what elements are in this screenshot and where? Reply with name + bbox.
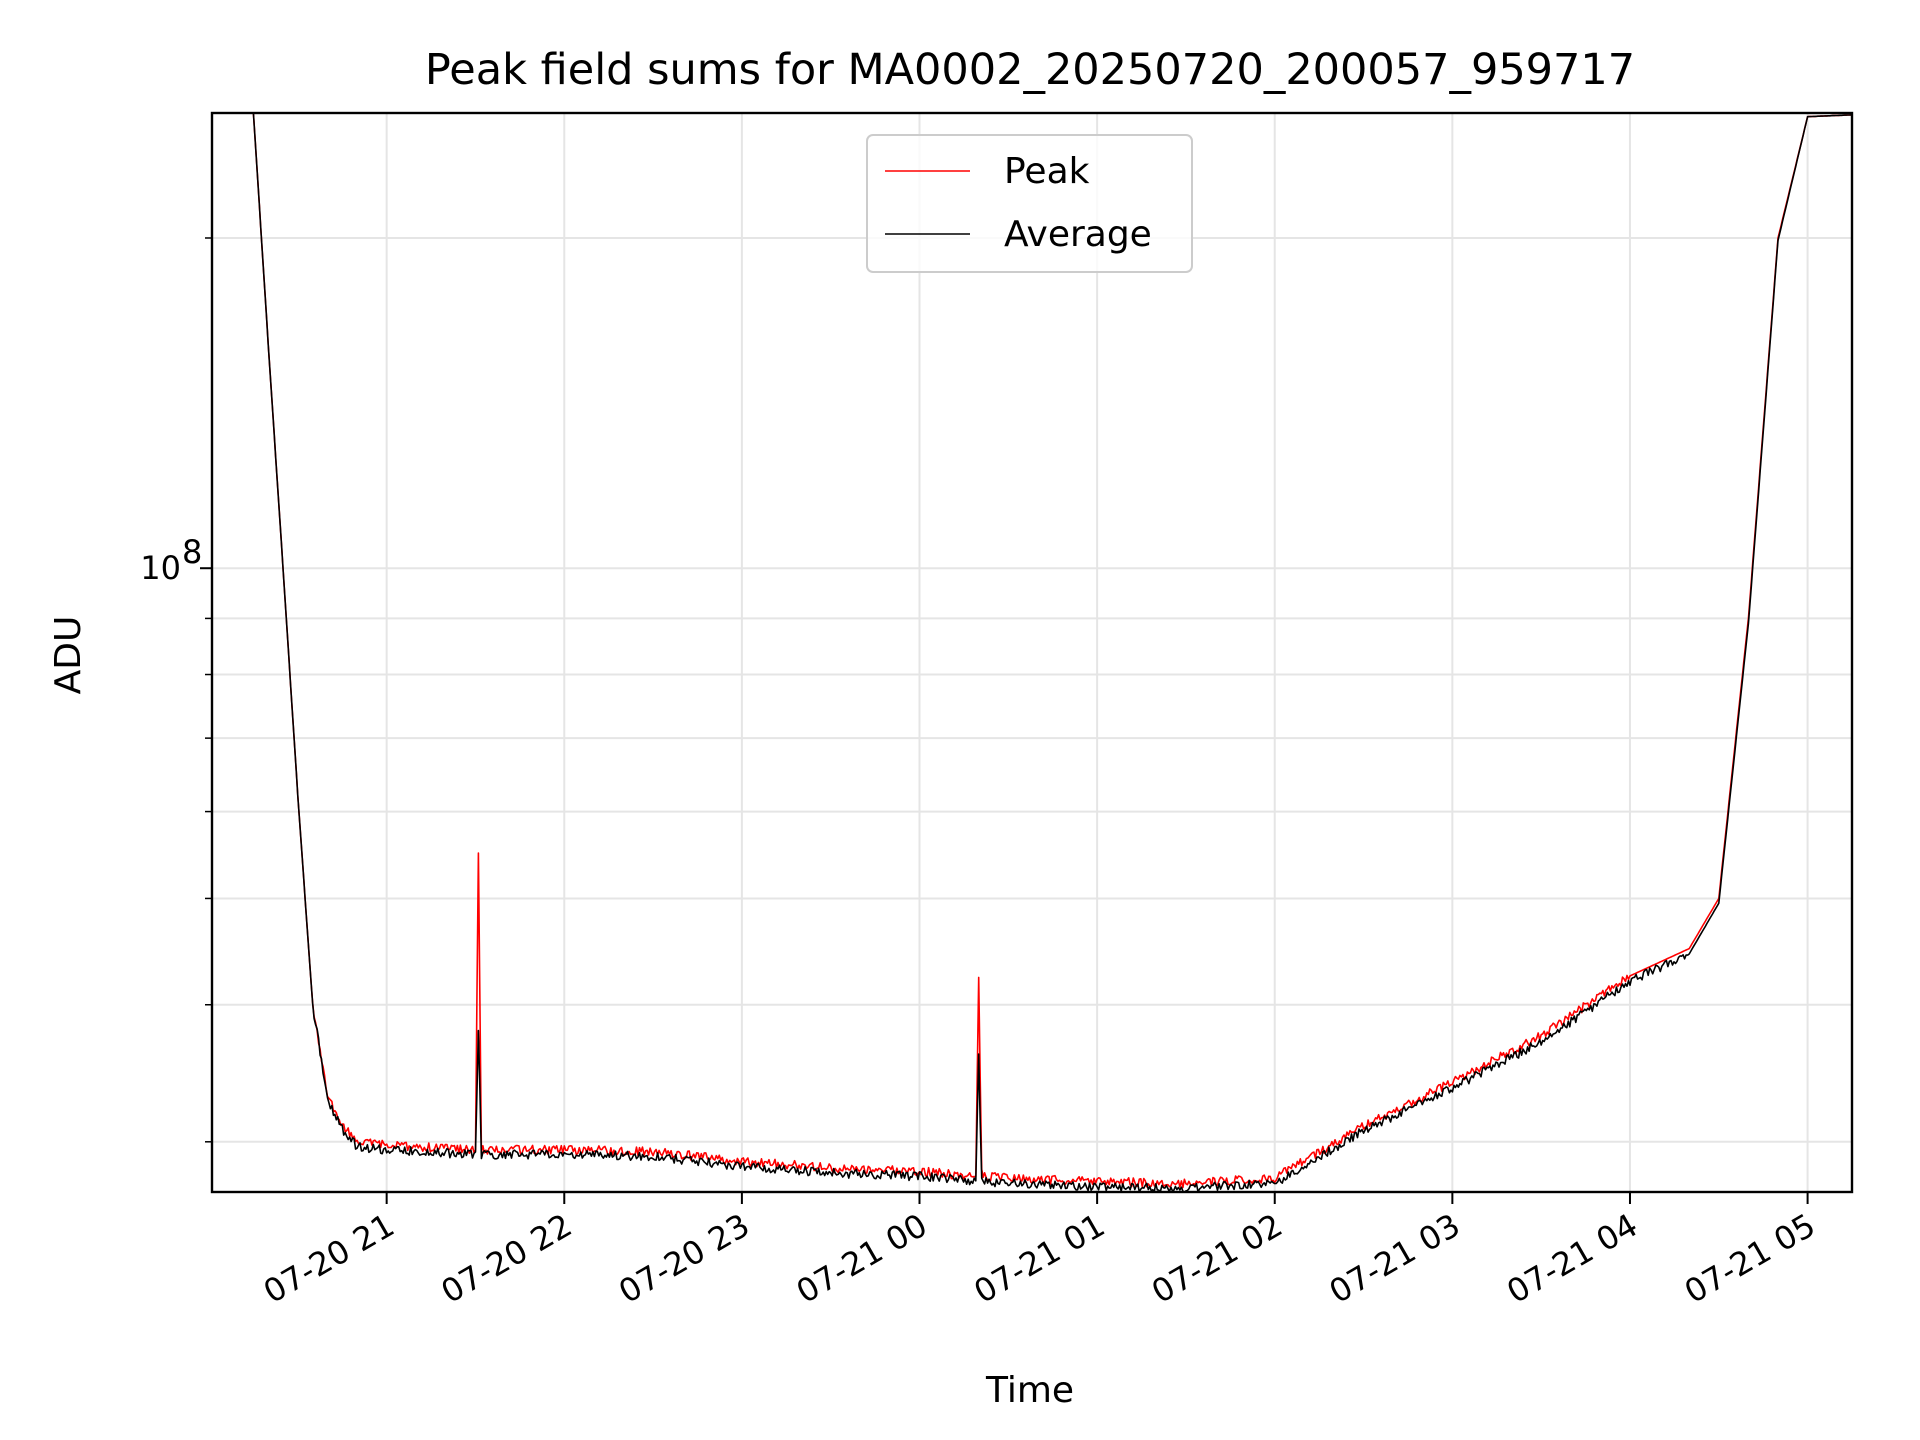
legend-box bbox=[866, 134, 1193, 273]
y-axis-label: ADU bbox=[48, 616, 89, 695]
y-axis-ticks: 10 8 bbox=[140, 237, 212, 1143]
series-line-average bbox=[212, 113, 1852, 1192]
legend-label-peak: Peak bbox=[1004, 151, 1090, 192]
plot-frame bbox=[210, 111, 1854, 1194]
y-tick-exponent: 8 bbox=[182, 533, 202, 571]
plot-lines bbox=[212, 113, 1852, 1192]
grid bbox=[212, 113, 1852, 1192]
legend-label-average: Average bbox=[1004, 214, 1152, 255]
chart-title: Peak field sums for MA0002_20250720_2000… bbox=[425, 45, 1635, 95]
y-tick-label: 10 bbox=[140, 549, 181, 587]
x-axis-label: Time bbox=[985, 1370, 1074, 1411]
legend: Peak Average bbox=[866, 134, 1193, 273]
